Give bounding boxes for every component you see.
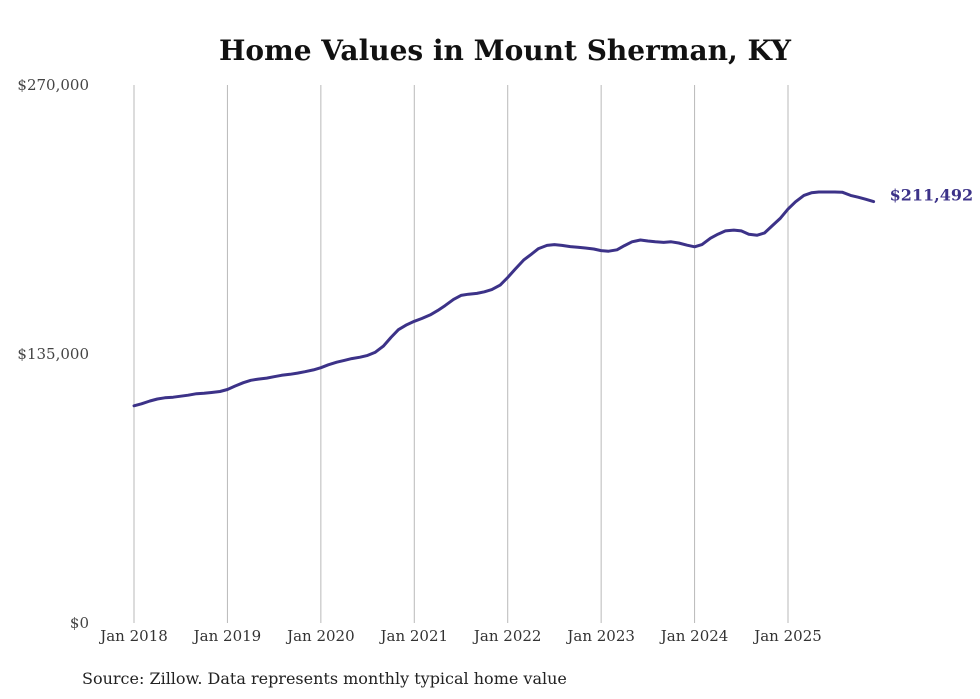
y-tick-label: $270,000 — [17, 76, 89, 94]
y-tick-label: $135,000 — [17, 345, 89, 363]
series-end-label: $211,492 — [890, 186, 974, 205]
x-tick-label: Jan 2022 — [472, 627, 542, 645]
x-tick-label: Jan 2018 — [98, 627, 168, 645]
chart-title: Home Values in Mount Sherman, KY — [219, 34, 792, 67]
x-tick-label: Jan 2019 — [192, 627, 262, 645]
x-tick-label: Jan 2025 — [752, 627, 822, 645]
y-tick-label: $0 — [70, 614, 89, 632]
x-tick-label: Jan 2023 — [565, 627, 635, 645]
y-axis-ticks: $0 $135,000 $270,000 — [17, 76, 89, 632]
series-layer: $211,492 — [132, 186, 974, 408]
source-note: Source: Zillow. Data represents monthly … — [82, 669, 567, 688]
gridlines — [133, 85, 789, 623]
series-line-0 — [132, 190, 876, 408]
x-tick-label: Jan 2024 — [659, 627, 729, 645]
x-tick-label: Jan 2021 — [379, 627, 449, 645]
x-axis-ticks: Jan 2018 Jan 2019 Jan 2020 Jan 2021 Jan 2022… — [98, 627, 822, 645]
x-tick-label: Jan 2020 — [285, 627, 355, 645]
